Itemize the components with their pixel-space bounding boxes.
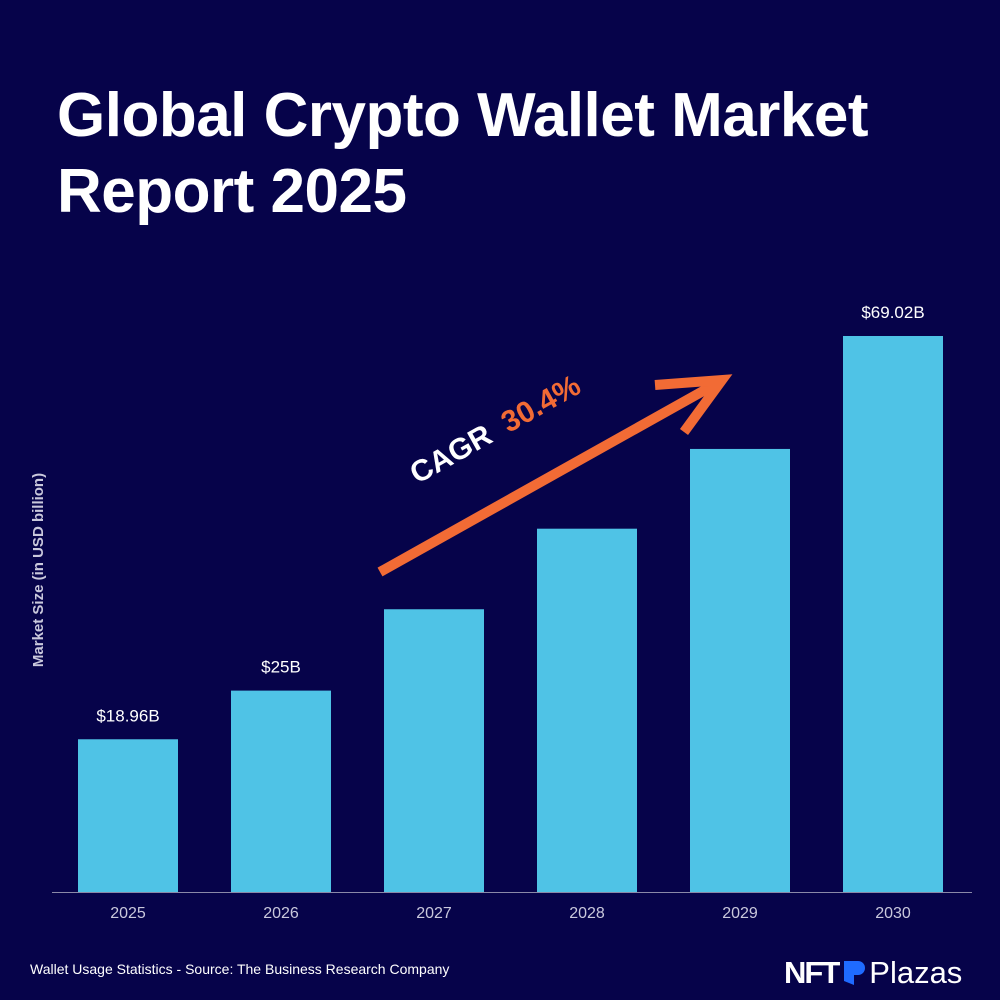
x-tick-label: 2028	[569, 905, 605, 922]
logo-nft: NFT	[784, 955, 840, 990]
x-tick-label: 2026	[263, 905, 299, 922]
data-label: $18.96B	[96, 706, 159, 725]
logo-plazas: Plazas	[869, 955, 963, 990]
cagr-arrow	[377, 374, 733, 577]
bar-2025	[78, 739, 178, 892]
bar-2030	[843, 336, 943, 892]
bar-2028	[537, 528, 637, 892]
y-axis-label: Market Size (in USD billion)	[30, 473, 47, 667]
logo-mark-icon	[844, 961, 866, 985]
data-label: $25B	[261, 658, 301, 677]
bar-2027	[384, 609, 484, 892]
x-tick-label: 2027	[416, 905, 452, 922]
nft-plazas-logo: NFT Plazas	[784, 955, 962, 991]
x-tick-label: 2030	[875, 905, 911, 922]
cagr-label: CAGR	[405, 418, 498, 490]
bar-2029	[690, 448, 790, 892]
data-label: $69.02B	[861, 303, 924, 322]
page-title: Global Crypto Wallet Market Report 2025	[57, 81, 869, 226]
source-footer: Wallet Usage Statistics - Source: The Bu…	[30, 961, 450, 977]
bar-2026	[231, 690, 331, 892]
cagr-value: 30.4%	[496, 369, 586, 439]
x-tick-label: 2029	[722, 905, 758, 922]
x-tick-label: 2025	[110, 905, 146, 922]
